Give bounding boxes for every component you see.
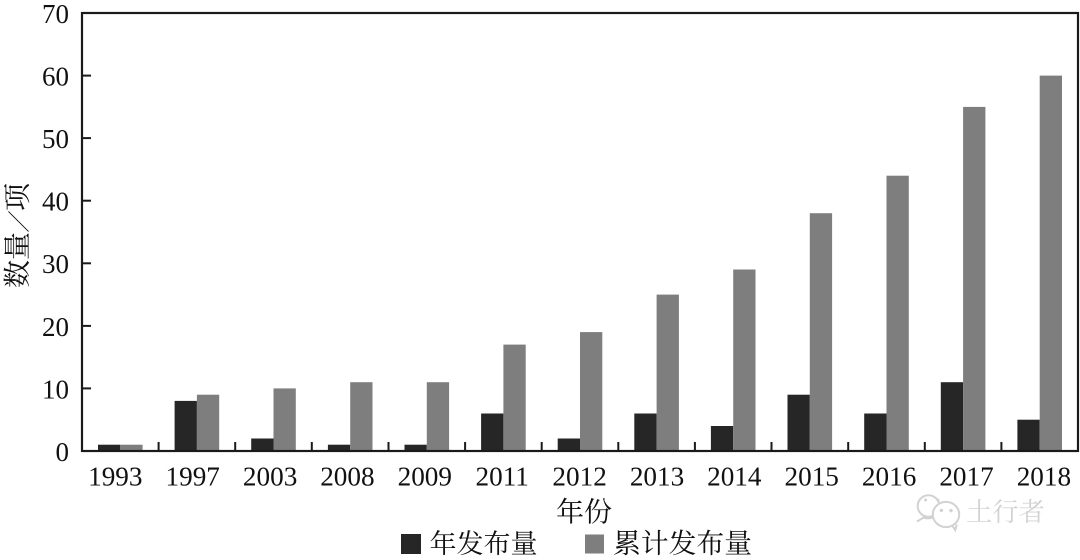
svg-text:40: 40 (42, 187, 69, 217)
svg-text:2013: 2013 (630, 462, 684, 492)
svg-text:2016: 2016 (862, 462, 916, 492)
svg-text:2015: 2015 (785, 462, 839, 492)
svg-text:2011: 2011 (476, 462, 529, 492)
svg-text:20: 20 (42, 312, 69, 342)
svg-text:0: 0 (56, 437, 70, 467)
svg-text:2012: 2012 (552, 462, 606, 492)
svg-text:70: 70 (42, 0, 69, 29)
svg-text:60: 60 (42, 62, 69, 92)
svg-text:2014: 2014 (707, 462, 762, 492)
svg-text:2008: 2008 (320, 462, 374, 492)
svg-text:2003: 2003 (243, 462, 297, 492)
svg-text:2017: 2017 (939, 462, 993, 492)
svg-text:10: 10 (42, 374, 69, 404)
svg-text:1993: 1993 (88, 462, 142, 492)
svg-text:50: 50 (42, 124, 69, 154)
svg-text:2009: 2009 (398, 462, 452, 492)
svg-text:1997: 1997 (166, 462, 220, 492)
svg-text:30: 30 (42, 249, 69, 279)
svg-text:2018: 2018 (1017, 462, 1071, 492)
